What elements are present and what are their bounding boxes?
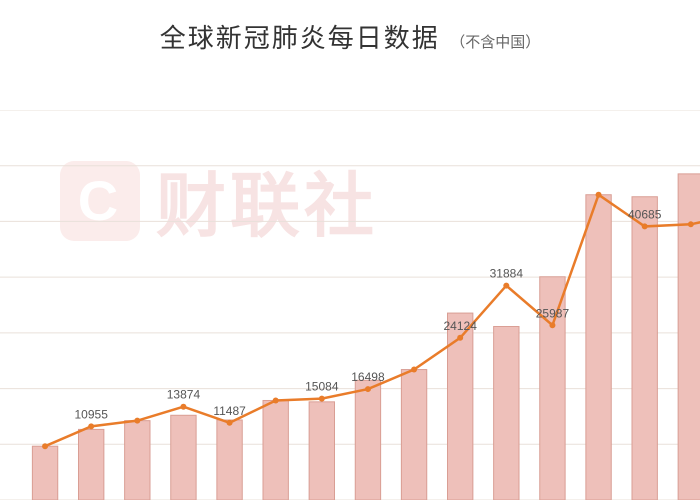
line-point [596, 192, 602, 198]
value-label: 31884 [490, 267, 524, 281]
bar [217, 420, 242, 500]
line-point [180, 404, 186, 410]
line-point [319, 396, 325, 402]
line-point [88, 423, 94, 429]
line-point [457, 335, 463, 341]
line-point [688, 221, 694, 227]
value-label: 25987 [536, 306, 570, 320]
value-label: 40685 [628, 207, 662, 221]
chart-title: 全球新冠肺炎每日数据 （不含中国） [0, 0, 700, 55]
chart-svg: 10955 13874 11487 15084 16498 24124 31884 25987… [0, 110, 700, 500]
bar [448, 313, 473, 500]
bar [309, 402, 334, 500]
bar [171, 415, 196, 500]
bar [494, 327, 519, 500]
line-point [549, 322, 555, 328]
line-point [273, 397, 279, 403]
line-point [227, 420, 233, 426]
value-label: 13874 [167, 388, 201, 402]
line-point [503, 283, 509, 289]
line-point [365, 386, 371, 392]
bar [632, 197, 657, 500]
bar [586, 195, 611, 500]
value-label: 15084 [305, 380, 339, 394]
title-main: 全球新冠肺炎每日数据 [160, 23, 440, 53]
bar [125, 421, 150, 500]
line-point [134, 418, 140, 424]
line-point [411, 367, 417, 373]
title-sub: （不含中国） [450, 34, 540, 51]
chart-area: 10955 13874 11487 15084 16498 24124 31884 25987… [0, 110, 700, 500]
bar [355, 380, 380, 500]
value-label: 24124 [444, 319, 478, 333]
bar [79, 429, 104, 500]
value-label: 16498 [351, 370, 385, 384]
bar [32, 446, 57, 500]
line-point [42, 443, 48, 449]
value-label: 11487 [213, 404, 246, 418]
bar [401, 370, 426, 500]
line-point [642, 223, 648, 229]
bar [263, 400, 288, 500]
value-label: 10955 [75, 407, 109, 421]
